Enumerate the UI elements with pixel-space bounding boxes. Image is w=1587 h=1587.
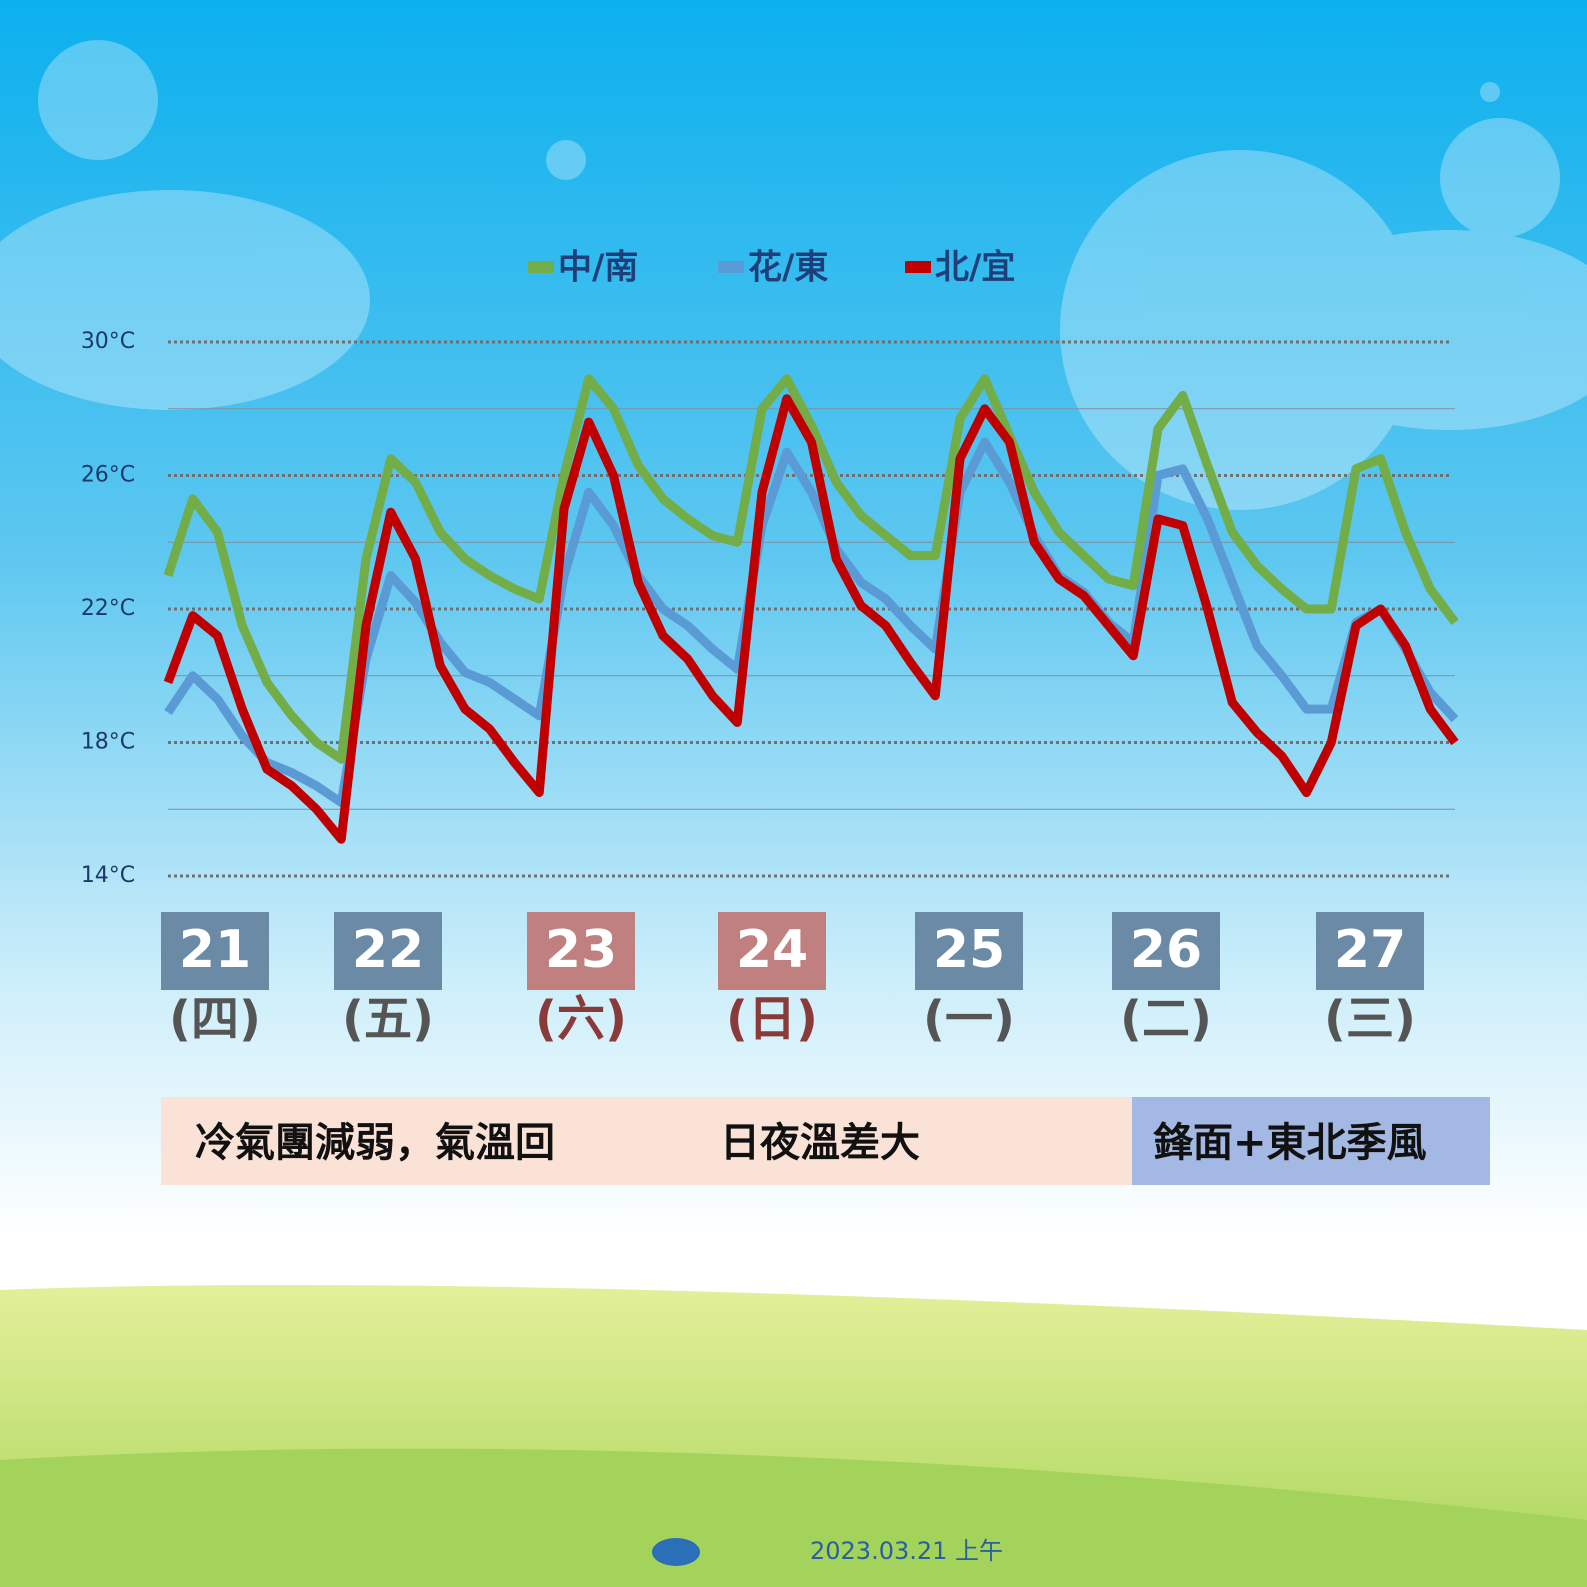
y-tick-label: 18°C	[81, 730, 135, 755]
legend-swatch	[718, 261, 744, 273]
day-date: 22	[352, 920, 424, 980]
day-box	[718, 912, 826, 990]
day-box	[1112, 912, 1220, 990]
day-box	[334, 912, 442, 990]
series-line	[163, 374, 1459, 764]
day-weekday: (日)	[726, 991, 818, 1047]
day-date: 24	[736, 920, 808, 980]
note-box	[161, 1097, 1132, 1185]
day-box	[915, 912, 1023, 990]
y-tick-label: 22°C	[81, 596, 135, 621]
day-date: 23	[545, 920, 617, 980]
day-weekday: (四)	[169, 991, 261, 1047]
series-line	[164, 437, 1459, 808]
note-text: 日夜溫差大	[720, 1120, 920, 1166]
day-date: 21	[179, 920, 251, 980]
note-text: 鋒面+東北季風	[1153, 1120, 1427, 1166]
y-tick-label: 30°C	[81, 329, 135, 354]
legend-swatch	[905, 261, 931, 273]
clouds	[0, 40, 1587, 510]
day-box	[1316, 912, 1424, 990]
day-date: 27	[1334, 920, 1406, 980]
legend-label: 中/南	[558, 248, 638, 288]
footer: 2023.03.21 上午	[810, 1537, 1003, 1565]
day-box	[161, 912, 269, 990]
series-line	[163, 394, 1459, 844]
day-date: 25	[933, 920, 1005, 980]
y-tick-label: 26°C	[81, 463, 135, 488]
legend-label: 北/宜	[935, 248, 1015, 288]
day-box	[527, 912, 635, 990]
day-weekday: (三)	[1324, 991, 1416, 1047]
day-date: 26	[1130, 920, 1202, 980]
note-text: 冷氣團減弱，氣溫回	[195, 1120, 555, 1166]
legend-swatch	[528, 261, 554, 273]
day-weekday: (五)	[342, 991, 434, 1047]
day-weekday: (二)	[1120, 991, 1212, 1047]
hill	[0, 1448, 1587, 1587]
day-weekday: (六)	[535, 991, 627, 1047]
day-weekday: (一)	[923, 991, 1015, 1047]
note-box	[1132, 1097, 1490, 1185]
legend-label: 花/東	[748, 248, 828, 288]
y-tick-label: 14°C	[81, 863, 135, 888]
logo	[652, 1538, 700, 1566]
